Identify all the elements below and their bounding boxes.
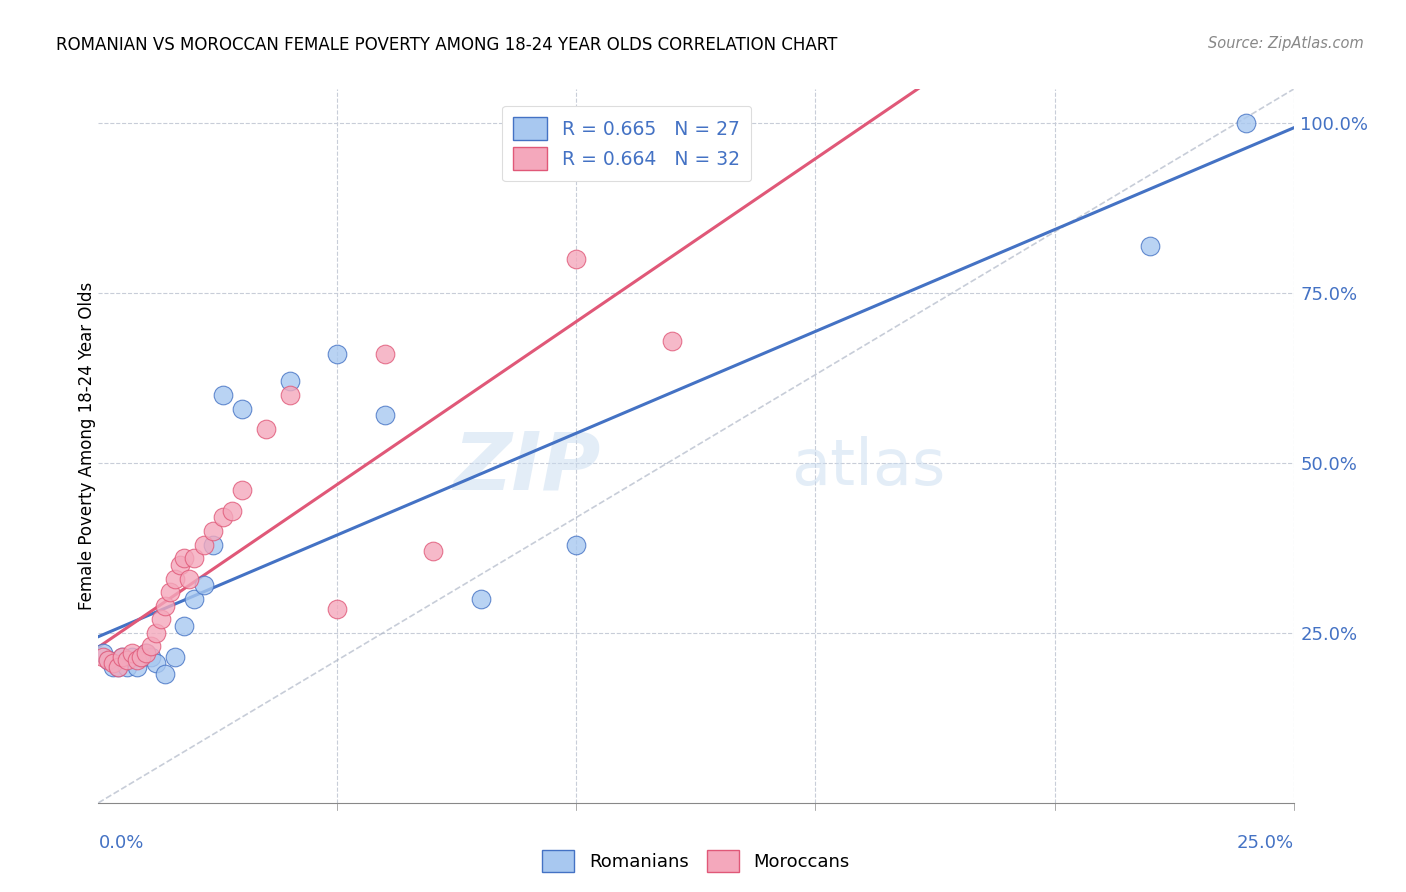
Point [1234,116,1257,130]
Point [326,602,349,616]
Point [159,585,181,599]
Point [107,660,129,674]
Point [111,649,134,664]
Text: atlas: atlas [792,436,946,499]
Point [202,524,225,538]
Point [193,578,215,592]
Point [202,537,225,551]
Point [231,483,253,498]
Point [155,666,177,681]
Point [211,510,233,524]
Text: Source: ZipAtlas.com: Source: ZipAtlas.com [1208,36,1364,51]
Point [1139,238,1161,252]
Point [125,653,148,667]
Point [374,409,396,423]
Point [131,649,153,664]
Point [149,612,172,626]
Point [139,649,162,664]
Point [97,653,120,667]
Point [254,422,277,436]
Point [183,551,205,566]
Point [101,660,124,674]
Point [91,649,114,664]
Point [211,388,233,402]
Point [565,537,588,551]
Text: ROMANIAN VS MOROCCAN FEMALE POVERTY AMONG 18-24 YEAR OLDS CORRELATION CHART: ROMANIAN VS MOROCCAN FEMALE POVERTY AMON… [56,36,838,54]
Point [374,347,396,361]
Point [163,572,186,586]
Point [101,657,124,671]
Point [278,375,301,389]
Point [115,660,138,674]
Legend: Romanians, Moroccans: Romanians, Moroccans [534,843,858,880]
Point [145,626,167,640]
Point [193,537,215,551]
Text: 25.0%: 25.0% [1236,834,1294,852]
Point [565,252,588,266]
Text: 0.0%: 0.0% [98,834,143,852]
Point [173,551,195,566]
Point [107,660,129,674]
Point [326,347,349,361]
Point [169,558,191,572]
Point [221,503,243,517]
Point [145,657,167,671]
Point [121,646,143,660]
Point [470,591,492,606]
Point [139,640,162,654]
Point [278,388,301,402]
Point [97,653,120,667]
Point [163,649,186,664]
Point [131,649,153,664]
Y-axis label: Female Poverty Among 18-24 Year Olds: Female Poverty Among 18-24 Year Olds [79,282,96,610]
Text: ZIP: ZIP [453,428,600,507]
Point [135,646,157,660]
Point [231,401,253,416]
Point [173,619,195,633]
Point [422,544,444,558]
Point [179,572,201,586]
Point [121,649,143,664]
Point [155,599,177,613]
Point [661,334,683,348]
Point [125,660,148,674]
Point [91,646,114,660]
Point [115,653,138,667]
Point [183,591,205,606]
Point [111,649,134,664]
Point [135,646,157,660]
